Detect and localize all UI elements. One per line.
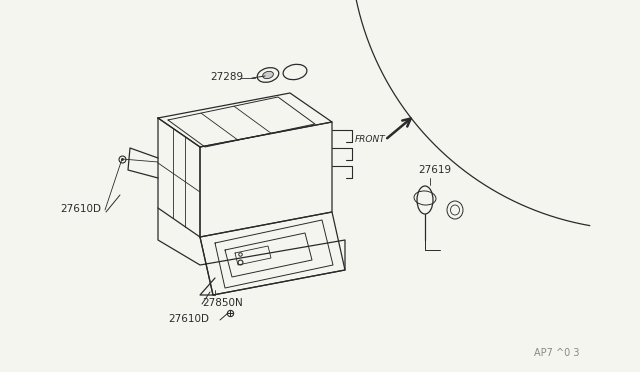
Text: 27289: 27289	[210, 72, 243, 82]
Text: 27619: 27619	[418, 165, 451, 175]
Text: 27610D: 27610D	[168, 314, 209, 324]
Text: FRONT: FRONT	[355, 135, 386, 144]
Ellipse shape	[262, 71, 273, 78]
Text: 27850N: 27850N	[202, 298, 243, 308]
Text: AP7 ^0 3: AP7 ^0 3	[534, 348, 580, 358]
Text: 27610D: 27610D	[60, 204, 101, 214]
